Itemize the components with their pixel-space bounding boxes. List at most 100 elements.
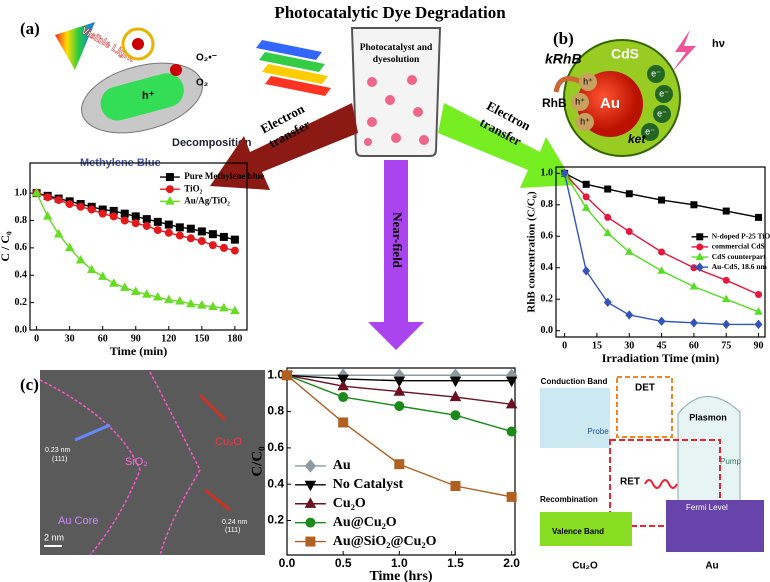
light-rays [256, 40, 331, 96]
arrow [438, 103, 575, 188]
y-tick-label: 0.6 [541, 231, 554, 242]
wave [644, 479, 678, 489]
legend-label: No Catalyst [333, 477, 404, 492]
marker [120, 209, 129, 218]
plot-frame [555, 166, 766, 338]
legend-marker [695, 252, 704, 260]
legend-label: commercial CdS [712, 242, 765, 251]
x-tick-label: 30 [624, 340, 634, 351]
label: O₂ [196, 78, 208, 89]
figure-title: Photocatalytic Dye Degradation [274, 3, 506, 22]
marker [230, 235, 239, 244]
legend-label: Au/Ag/TiO₂ [184, 195, 230, 205]
x-tick-label: 0.5 [335, 556, 352, 570]
holes [571, 73, 597, 131]
label: Fermi Level [686, 503, 728, 512]
label: DET [635, 383, 655, 394]
marker [582, 193, 590, 201]
core [100, 73, 184, 121]
label: ket [628, 132, 646, 146]
marker [131, 212, 140, 221]
marker [131, 286, 141, 295]
marker [338, 392, 349, 403]
y-tick-label: 0.2 [267, 513, 284, 527]
marker [449, 376, 462, 388]
x-tick-label: 60 [98, 333, 108, 344]
legend-marker [165, 196, 175, 205]
label: Au [705, 561, 718, 572]
label: e⁻ [657, 108, 667, 118]
marker [722, 276, 730, 284]
legend-label: Au-CdS, 18.6 nm [712, 262, 768, 271]
y-tick-label: 0.6 [15, 242, 28, 253]
y-tick-label: 0.6 [267, 440, 284, 454]
label: CdS [611, 46, 639, 62]
y-tick-label: 1.0 [15, 187, 28, 198]
ray [262, 64, 328, 84]
x-tick-label: 2.0 [503, 556, 520, 570]
x-tick-label: 0 [34, 333, 39, 344]
marker [658, 196, 666, 204]
legend-label: Au@SiO₂@Cu₂O [333, 534, 437, 549]
legend-marker [305, 536, 316, 547]
label: RhB [542, 96, 567, 110]
boundary [149, 371, 201, 556]
legend-label: TiO₂ [184, 183, 202, 193]
label: 0.24 nm [222, 519, 247, 526]
arrow [368, 160, 424, 350]
x-tick-label: 30 [65, 333, 75, 344]
particles [364, 75, 429, 146]
marker [393, 385, 406, 396]
marker [658, 248, 666, 256]
label: e⁻ [651, 68, 661, 78]
marker [625, 190, 633, 198]
label: SiO₂ [125, 456, 148, 468]
marker [43, 193, 52, 202]
marker [164, 220, 173, 229]
legend-marker [165, 185, 174, 194]
marker [65, 200, 74, 209]
lattice-mark [204, 488, 231, 512]
marker [53, 228, 64, 238]
legend-label: Pure Methylene blue [184, 171, 264, 181]
legend-marker [696, 233, 704, 241]
y-tick-label: 1.0 [541, 168, 554, 179]
label: kRhB [545, 51, 582, 67]
marker [197, 237, 206, 246]
marker [722, 294, 731, 303]
marker [755, 213, 763, 221]
label: Conduction Band [541, 377, 608, 386]
marker [219, 232, 228, 241]
marker [505, 376, 518, 388]
x-tick-label: 90 [754, 340, 764, 351]
lattice-mark [74, 423, 111, 442]
x-tick-label: 150 [194, 333, 209, 344]
electron [170, 64, 182, 76]
series-line [564, 172, 759, 219]
scheme-b: CdS Au hν kRhB RhB h⁺ h⁺ h⁺ e⁻ e⁻ e⁻ e⁻ … [542, 30, 725, 157]
marker [75, 254, 86, 264]
legend-label: N-doped P-25 TiO₂ [712, 232, 770, 241]
electron [132, 38, 144, 50]
x-axis-label: Time (hrs) [369, 569, 432, 582]
marker [31, 187, 42, 197]
lightning [672, 30, 696, 72]
label: Valence Band [552, 527, 604, 536]
label: RET [620, 477, 640, 488]
label: (111) [225, 527, 240, 534]
marker [689, 318, 698, 328]
marker [153, 217, 162, 226]
marker [142, 289, 152, 298]
x-tick-label: 180 [227, 333, 242, 344]
series-line [563, 173, 759, 326]
marker [230, 246, 239, 255]
ray [259, 52, 325, 72]
marker [109, 278, 119, 287]
marker [657, 266, 666, 274]
marker [506, 426, 517, 437]
marker [64, 242, 75, 252]
marker [153, 291, 163, 301]
label: hν [712, 38, 725, 50]
legend-label: CdS counterpart [712, 252, 766, 261]
